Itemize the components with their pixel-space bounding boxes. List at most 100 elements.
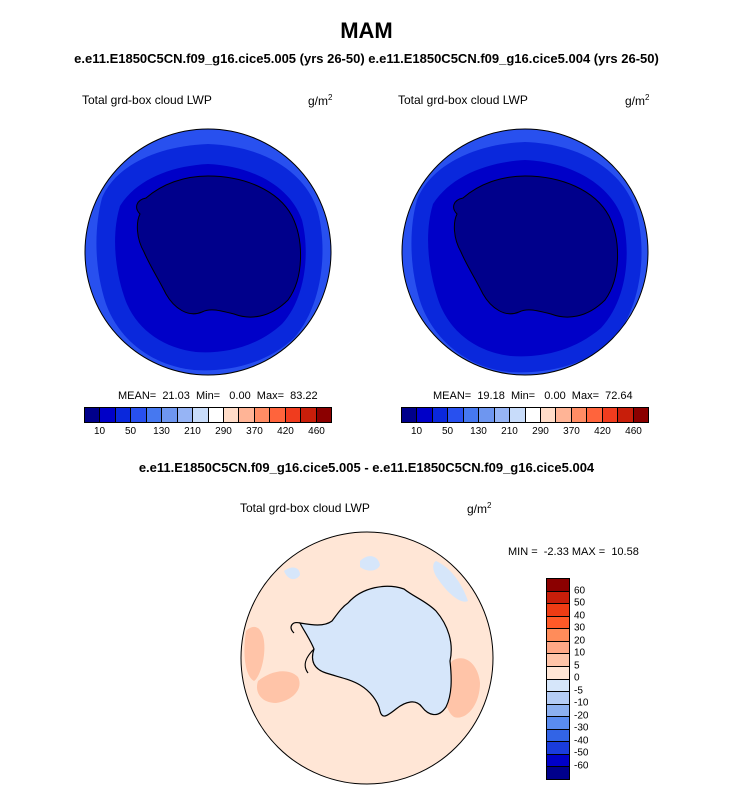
colorbar-swatch [463,408,480,422]
colorbar-tick-label: 10 [410,426,423,437]
panel-2-antarctica [453,175,618,318]
difference-colorbar [546,578,570,780]
difference-positive-region [256,671,300,703]
colorbar-swatch [417,408,433,422]
colorbar-swatch [547,692,569,705]
colorbar-tick-label: 420 [594,426,611,437]
colorbar-tick-label: 130 [470,426,487,437]
colorbar-swatch [571,408,588,422]
colorbar-swatch [540,408,557,422]
colorbar-swatch [547,591,569,605]
panel-2-units: g/m2 [625,93,650,108]
colorbar-swatch [525,408,541,422]
difference-antarctica [298,585,452,717]
colorbar-tick-label: 10 [93,426,106,437]
colorbar-swatch [547,717,569,730]
colorbar-swatch [547,654,569,667]
colorbar-swatch [177,408,194,422]
colorbar-swatch [254,408,271,422]
colorbar-swatch [547,666,569,680]
figure-subtitle: e.e11.E1850C5CN.f09_g16.cice5.005 (yrs 2… [74,51,659,66]
colorbar-tick-label: 0 [574,672,580,684]
difference-negative-region [433,561,468,602]
difference-units: g/m2 [467,501,492,516]
colorbar-tick-label: 460 [308,426,325,437]
colorbar-swatch [547,616,569,630]
colorbar-swatch [85,408,101,422]
panel-1-antarctica [136,175,301,318]
colorbar-swatch [285,408,302,422]
difference-label: Total grd-box cloud LWP [240,501,370,515]
colorbar-swatch [633,408,648,422]
difference-colorbar-labels: 60 50 40 30 20 10 5 0 -5 -10 -20 -30 -40 -50 -60 [574,578,604,778]
colorbar-swatch [301,408,317,422]
colorbar-tick-label: -20 [574,710,589,721]
panel-2-stats: MEAN= 19.18 Min= 0.00 Max= 72.64 [433,390,633,402]
colorbar-swatch [402,408,418,422]
panel-1-colorbar-labels: 10 50 130 210 290 370 420 460 [84,426,332,440]
colorbar-swatch [146,408,163,422]
colorbar-tick-label: 40 [574,610,586,621]
colorbar-tick-label: 370 [563,426,580,437]
colorbar-tick-label: -5 [574,685,583,696]
colorbar-swatch [547,742,569,755]
difference-positive-region [244,626,265,681]
difference-positive-region [444,658,480,718]
colorbar-tick-label: 370 [246,426,263,437]
colorbar-swatch [547,579,569,592]
colorbar-swatch [223,408,240,422]
figure-title: MAM [340,18,393,43]
colorbar-tick-label: -10 [574,697,589,709]
colorbar-tick-label: 30 [574,622,586,634]
colorbar-swatch [547,704,569,718]
colorbar-tick-label: 60 [574,585,586,596]
panel-1-colorbar [84,407,332,423]
colorbar-swatch [587,408,603,422]
colorbar-swatch [547,729,569,743]
colorbar-swatch [479,408,495,422]
colorbar-tick-label: 460 [625,426,642,437]
difference-negative-region [284,567,300,580]
colorbar-swatch [547,641,569,655]
difference-peninsula [290,622,315,674]
colorbar-swatch [316,408,331,422]
colorbar-tick-label: 210 [501,426,518,437]
colorbar-tick-label: 20 [574,635,586,646]
colorbar-tick-label: 50 [124,426,137,437]
colorbar-tick-label: 130 [153,426,170,437]
colorbar-tick-label: 50 [441,426,454,437]
colorbar-tick-label: -40 [574,735,589,746]
panel-2-colorbar-labels: 10 50 130 210 290 370 420 460 [401,426,649,440]
colorbar-tick-label: -60 [574,760,589,771]
panel-1-label: Total grd-box cloud LWP [82,93,212,107]
difference-stats: MIN = -2.33 MAX = 10.58 [508,546,639,558]
colorbar-swatch [547,767,569,779]
colorbar-tick-label: 10 [574,647,586,659]
colorbar-tick-label: 290 [215,426,232,437]
colorbar-swatch [556,408,572,422]
colorbar-tick-label: -50 [574,747,589,759]
panel-1-map [84,128,332,376]
colorbar-swatch [115,408,132,422]
colorbar-tick-label: 290 [532,426,549,437]
colorbar-swatch [270,408,286,422]
panel-2-colorbar [401,407,649,423]
colorbar-swatch [100,408,116,422]
difference-title: e.e11.E1850C5CN.f09_g16.cice5.005 - e.e1… [138,460,595,475]
colorbar-swatch [547,604,569,617]
colorbar-swatch [131,408,147,422]
colorbar-swatch [494,408,511,422]
panel-2-label: Total grd-box cloud LWP [398,93,528,107]
colorbar-swatch [547,679,569,693]
colorbar-swatch [547,629,569,642]
colorbar-tick-label: 210 [184,426,201,437]
colorbar-swatch [547,754,569,768]
colorbar-swatch [432,408,449,422]
difference-map [240,531,494,785]
colorbar-swatch [239,408,255,422]
colorbar-tick-label: 5 [574,660,580,671]
panel-1-units: g/m2 [308,93,333,108]
colorbar-swatch [162,408,178,422]
colorbar-swatch [193,408,209,422]
colorbar-tick-label: 50 [574,597,586,609]
